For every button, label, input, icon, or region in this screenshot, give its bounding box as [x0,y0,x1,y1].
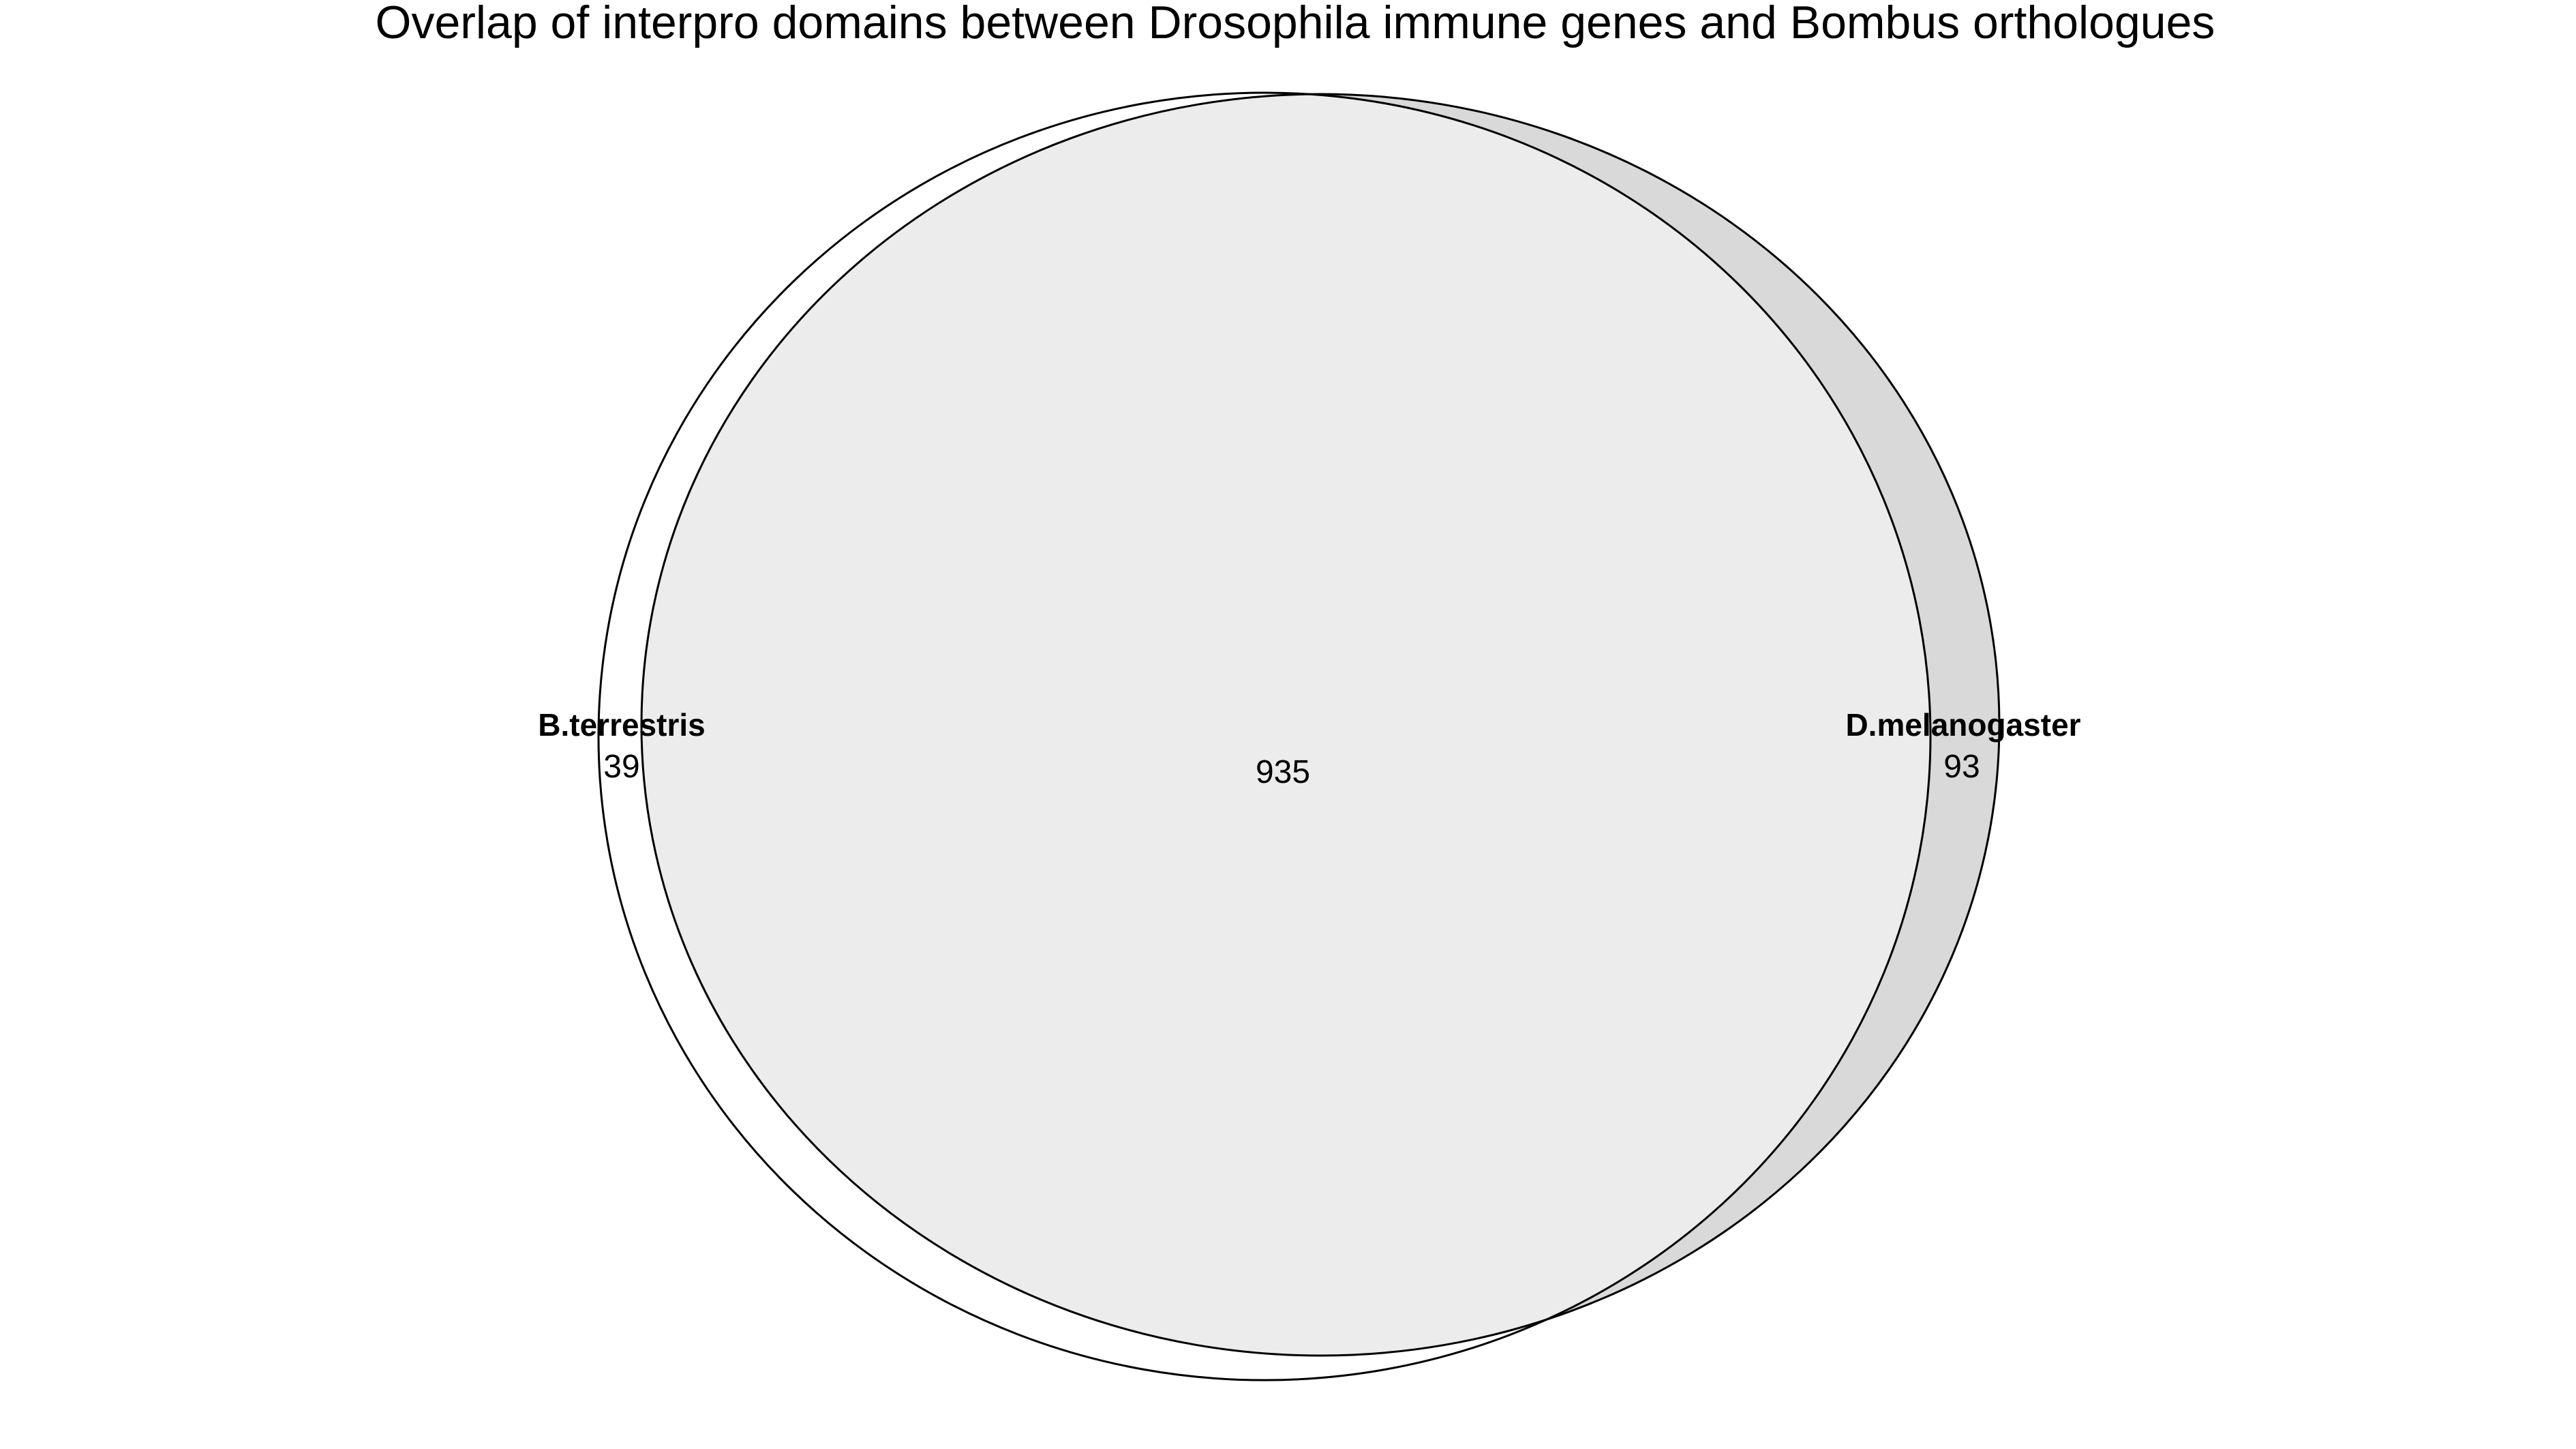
intersection-region [641,94,1930,1356]
set-b-terrestris-outline [597,91,1932,1381]
count-intersection: 935 [1256,754,1310,790]
chart-title: Overlap of interpro domains between Dros… [376,0,2215,48]
count-d-melanogaster-only: 93 [1943,749,1980,785]
count-b-terrestris-only: 39 [603,749,639,785]
set-label-b-terrestris: B.terrestris [538,707,705,743]
set-label-d-melanogaster: D.melanogaster [1845,707,2080,743]
